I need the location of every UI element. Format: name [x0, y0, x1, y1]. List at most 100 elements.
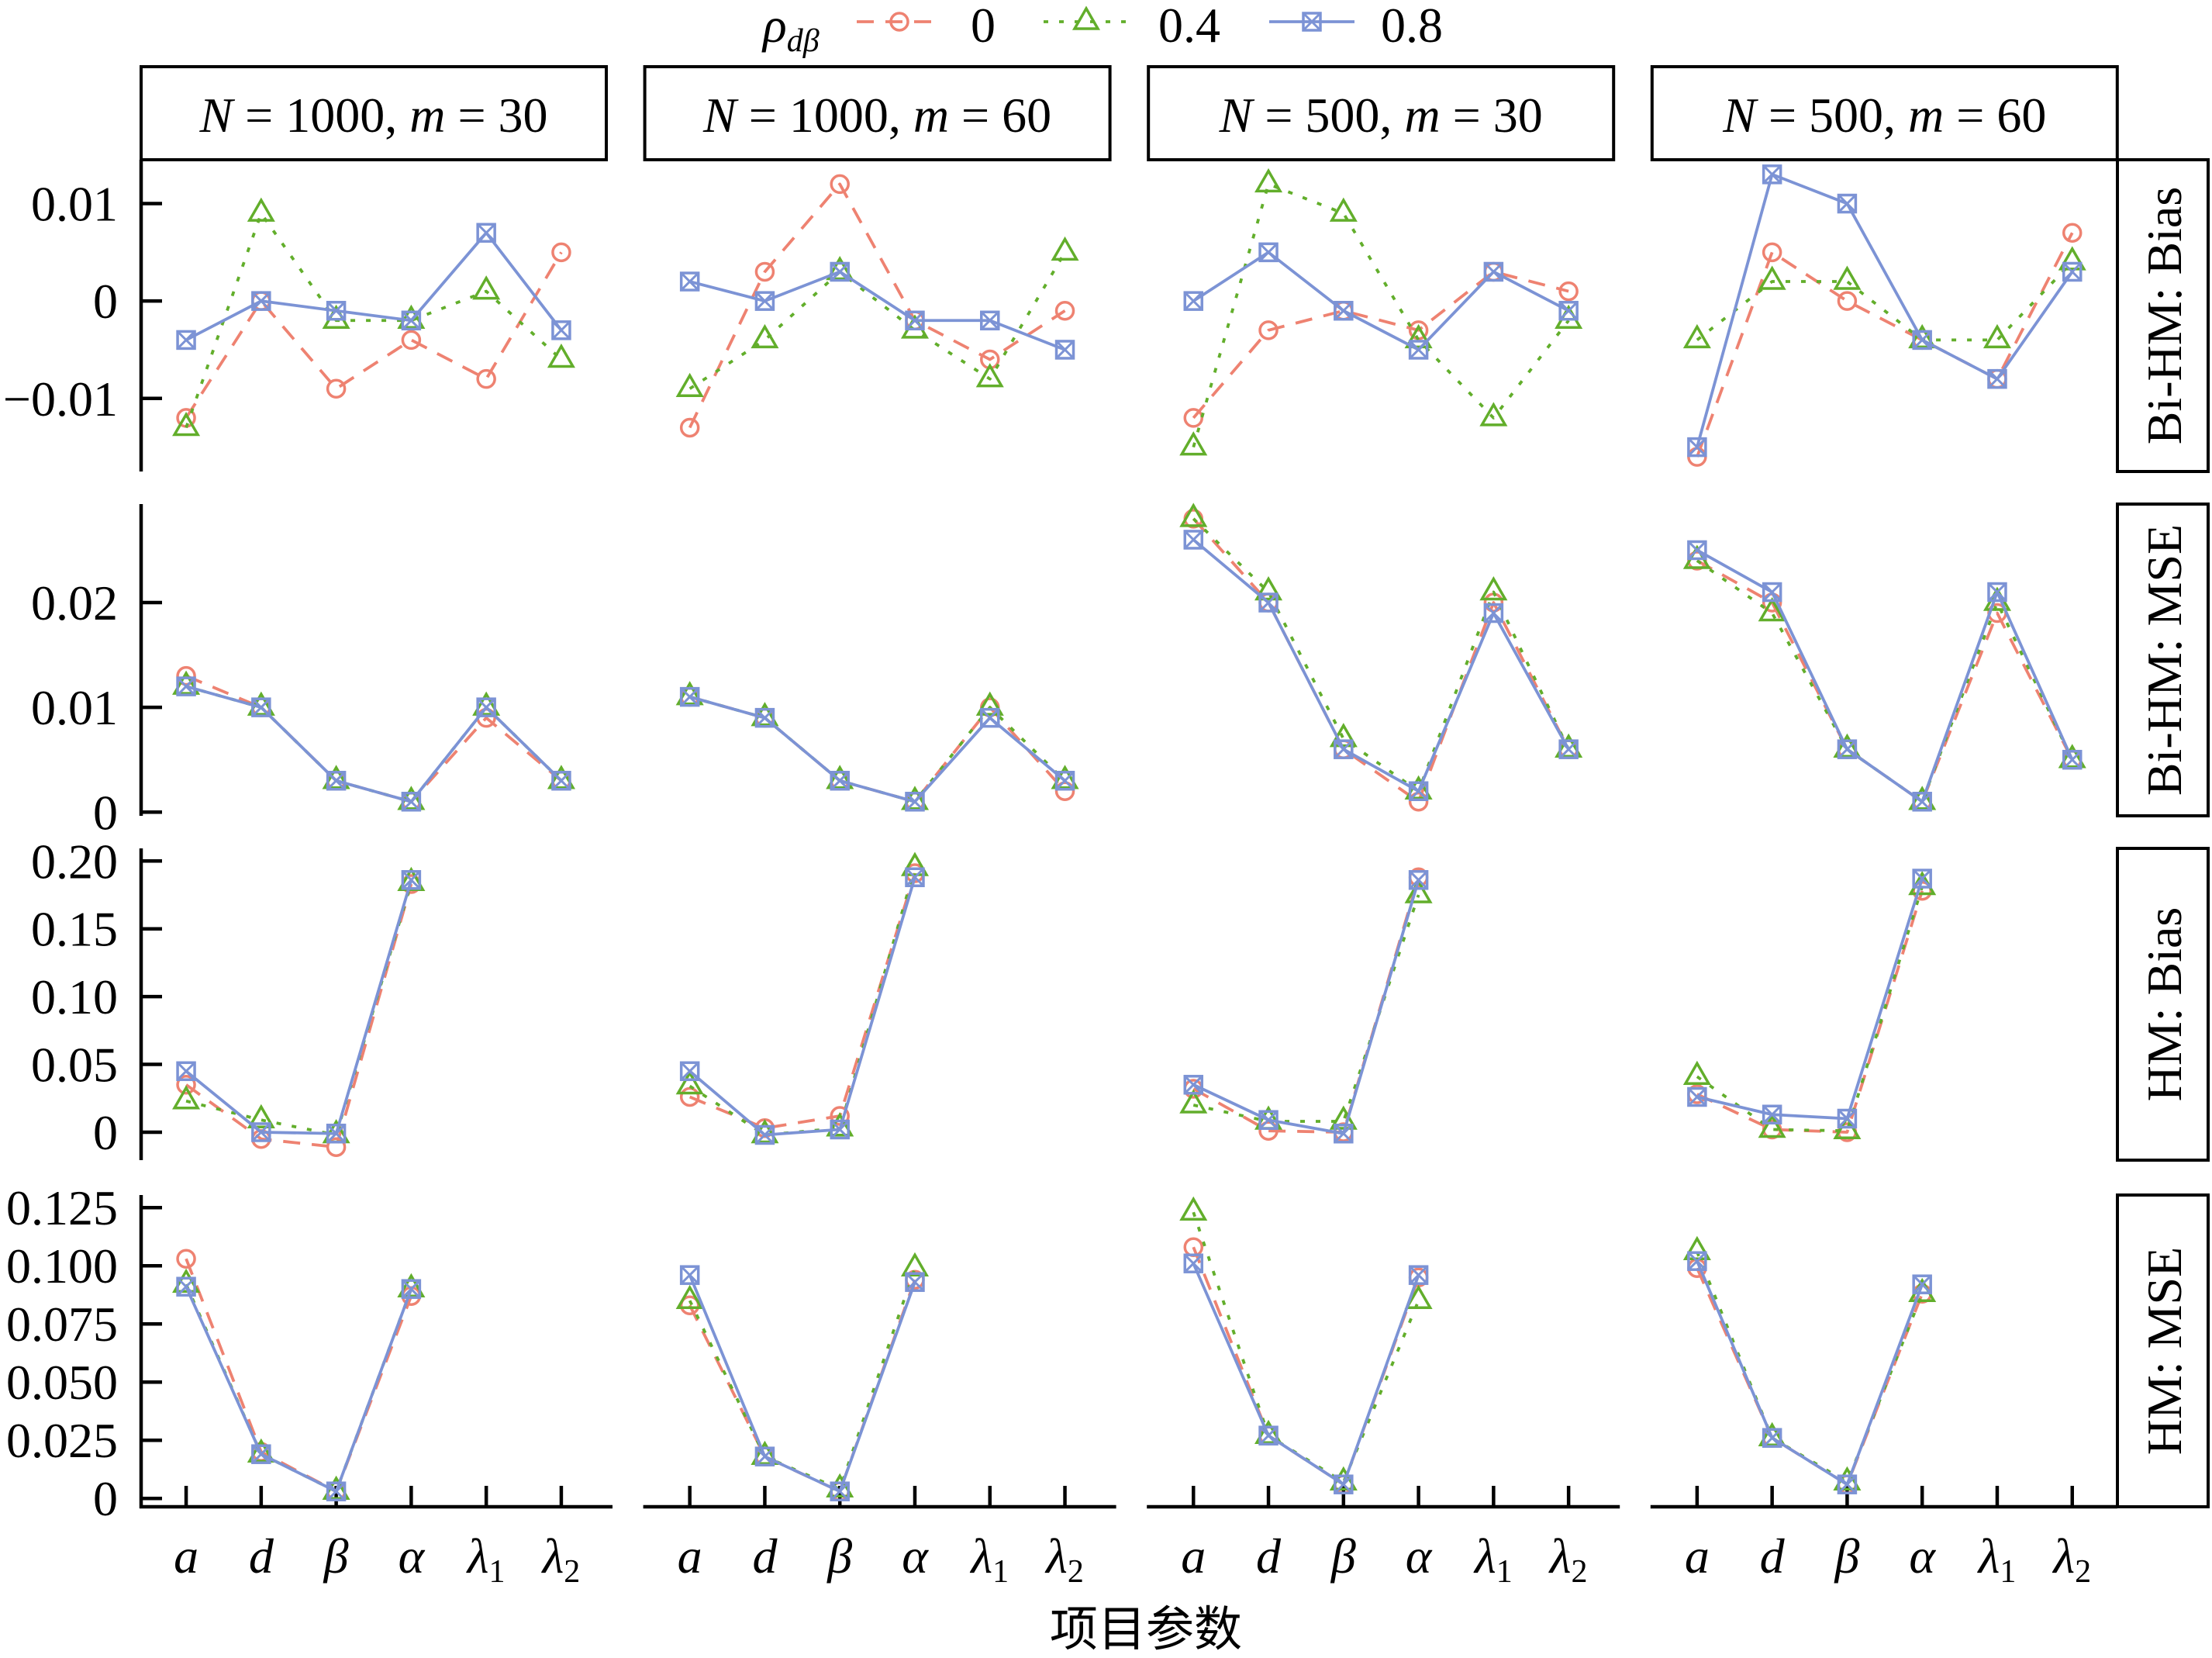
triangle-marker — [1254, 168, 1283, 193]
x-tick-symbol: λ — [1473, 1528, 1496, 1584]
column-strip-label: N = 1000, m = 60 — [702, 88, 1051, 143]
marker-square — [401, 1279, 422, 1299]
strip-box — [140, 65, 608, 161]
marker-square — [1687, 437, 1707, 458]
square-cross-marker — [1837, 1474, 1858, 1494]
series-0_8 — [176, 869, 422, 1144]
circle-marker — [1558, 281, 1579, 302]
x-tick-symbol: d — [249, 1528, 274, 1584]
marker-square — [176, 1276, 196, 1297]
strip-box — [1147, 65, 1616, 161]
square-cross-marker — [905, 792, 925, 812]
triangle-marker — [1682, 1235, 1711, 1260]
marker-cross — [1258, 1426, 1279, 1446]
strip-variable-name: m — [913, 88, 949, 143]
marker-cross — [326, 301, 346, 320]
square-cross-marker — [905, 1272, 925, 1292]
triangle-marker — [675, 1284, 704, 1309]
marker-cross — [680, 687, 699, 706]
marker-square — [679, 1265, 700, 1285]
marker-square — [176, 330, 196, 351]
marker-cross — [177, 330, 196, 350]
triangle-marker — [900, 1252, 930, 1276]
marker-cross — [1687, 541, 1706, 560]
panel — [1179, 168, 1583, 456]
series-0_4 — [675, 1252, 930, 1497]
x-axis-title: 项目参数 — [1050, 1604, 1242, 1656]
marker-cross — [1409, 1266, 1428, 1285]
square-cross-marker — [1987, 582, 2007, 603]
square-cross-marker — [679, 271, 700, 292]
series-0_8 — [1183, 1253, 1429, 1494]
marker-cross — [1559, 301, 1579, 320]
square-cross-marker — [1687, 1086, 1707, 1107]
circle-marker — [754, 261, 775, 282]
marker-square — [1762, 164, 1782, 185]
square-cross-marker — [1258, 1425, 1279, 1446]
marker-square — [679, 271, 700, 292]
triangle-marker — [1404, 879, 1433, 903]
marker-square — [679, 1061, 700, 1082]
marker-cross — [1302, 12, 1322, 32]
square-cross-marker — [251, 697, 271, 717]
series-0_4 — [1179, 503, 1583, 800]
square-cross-marker — [1258, 242, 1279, 263]
square-cross-marker — [1258, 592, 1279, 613]
triangle-marker — [247, 1104, 275, 1128]
square-cross-marker — [1762, 582, 1782, 603]
x-axis: a d β α λ1 λ2 — [643, 1486, 1116, 1590]
triangle-marker — [1404, 1284, 1433, 1309]
panel — [172, 197, 575, 437]
series-line — [689, 270, 1066, 351]
triangle-marker — [1479, 402, 1508, 427]
triangle-marker — [1479, 576, 1508, 601]
strip-variable-name: N — [702, 88, 739, 143]
y-tick-label: 0.02 — [31, 575, 118, 630]
series-line — [185, 685, 563, 803]
series-line — [1696, 1260, 1924, 1487]
marker-square — [905, 1272, 925, 1292]
square-cross-marker — [326, 1481, 347, 1501]
y-axis: 0 0.01 0.02 — [31, 504, 162, 840]
marker-cross — [1913, 792, 1932, 811]
series-line — [1192, 876, 1420, 1134]
legend-title: ρdβ — [761, 0, 820, 59]
strip-variable-name: N — [1219, 88, 1255, 143]
x-tick-symbol: β — [323, 1528, 349, 1584]
triangle-marker — [547, 765, 575, 789]
circle-marker — [2062, 223, 2083, 243]
marker-cross — [177, 677, 196, 696]
marker-square — [1987, 582, 2007, 603]
marker-cross — [1484, 603, 1503, 623]
series-line — [185, 251, 563, 419]
square-cross-marker — [1687, 437, 1707, 458]
triangle-marker — [1555, 733, 1583, 758]
series-line — [1192, 182, 1570, 448]
series-0_4 — [675, 236, 1079, 397]
series-0_4 — [172, 1268, 426, 1500]
marker-cross — [402, 792, 421, 811]
square-cross-marker — [251, 291, 271, 311]
marker-cross — [402, 1280, 421, 1299]
marker-cross — [755, 1125, 775, 1145]
strip-variable-value: = 500, — [1252, 88, 1404, 143]
x-tick-label: λ2 — [2052, 1528, 2091, 1590]
square-cross-marker — [401, 1279, 422, 1299]
series-0_8 — [1183, 530, 1579, 801]
marker-cross — [1687, 1087, 1706, 1107]
marker-square — [326, 770, 347, 791]
x-tick-symbol: λ — [969, 1528, 992, 1584]
marker-square — [1183, 1075, 1204, 1095]
y-tick-label: 0.125 — [6, 1180, 118, 1235]
circle-marker — [401, 330, 422, 351]
marker-square — [754, 291, 775, 311]
square-cross-marker — [326, 1123, 347, 1144]
x-tick-label: λ2 — [541, 1528, 581, 1590]
square-cross-marker — [905, 310, 925, 331]
marker-cross — [1484, 262, 1503, 282]
series-line — [1192, 517, 1570, 803]
series-line — [1192, 538, 1570, 793]
triangle-marker — [2058, 246, 2086, 271]
